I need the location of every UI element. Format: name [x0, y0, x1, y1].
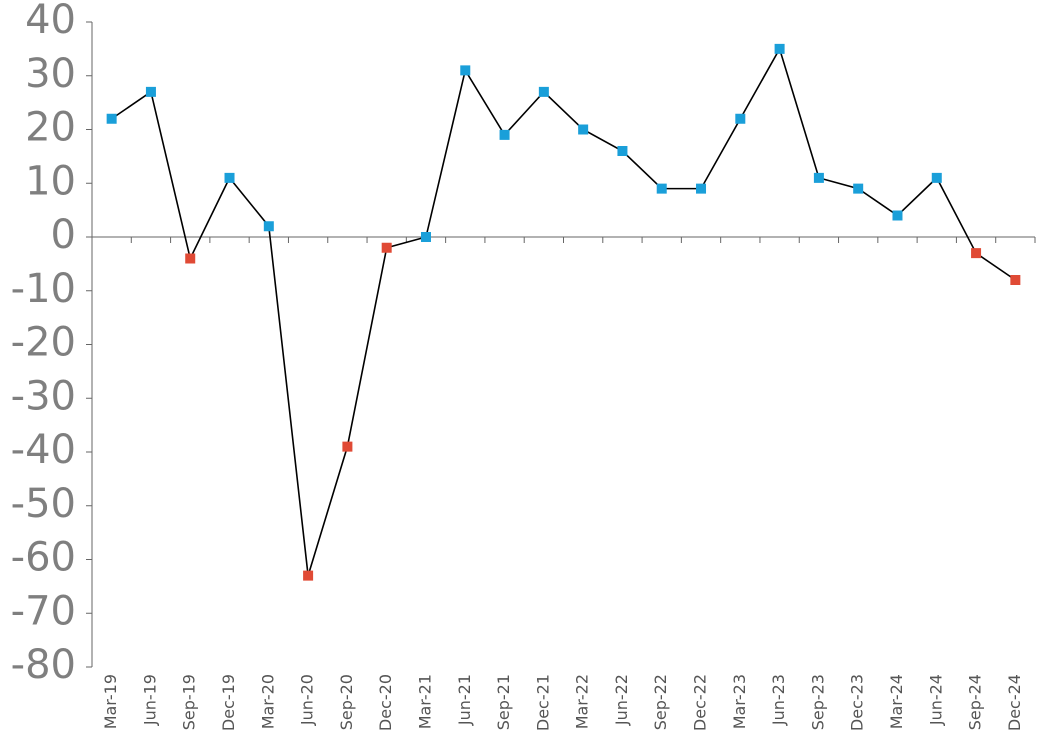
- y-tick-label: 0: [51, 212, 76, 258]
- x-tick-label: Sep-19: [180, 674, 199, 730]
- x-tick-label: Jun-22: [612, 674, 631, 726]
- x-tick-label: Jun-20: [298, 674, 317, 726]
- x-tick-label: Jun-19: [140, 674, 159, 726]
- y-tick-label: -20: [11, 320, 76, 366]
- y-tick-label: 10: [25, 158, 76, 204]
- y-tick-label: -60: [11, 535, 76, 581]
- x-tick-label: Jun-24: [926, 674, 945, 726]
- marker: [656, 183, 667, 194]
- x-tick-label: Mar-19: [101, 674, 120, 729]
- marker: [931, 172, 942, 183]
- y-tick-label: -30: [11, 373, 76, 419]
- marker: [106, 113, 117, 124]
- x-tick-label: Sep-24: [966, 674, 985, 730]
- marker: [145, 86, 156, 97]
- marker: [774, 43, 785, 54]
- x-tick-label: Dec-19: [219, 674, 238, 731]
- x-tick-label: Dec-21: [533, 674, 552, 731]
- marker: [303, 570, 314, 581]
- y-tick-label: -10: [11, 266, 76, 312]
- x-tick-label: Jun-23: [769, 674, 788, 726]
- x-tick-label: Mar-21: [415, 674, 434, 729]
- x-tick-label: Sep-22: [651, 674, 670, 730]
- y-tick-label: 20: [25, 105, 76, 151]
- x-tick-label: Dec-20: [376, 674, 395, 731]
- x-tick-label: Dec-24: [1005, 674, 1024, 731]
- marker: [185, 253, 196, 264]
- marker: [499, 129, 510, 140]
- marker: [578, 124, 589, 135]
- x-tick-label: Mar-22: [573, 674, 592, 729]
- x-tick-label: Mar-23: [730, 674, 749, 729]
- x-tick-label: Sep-23: [808, 674, 827, 730]
- marker: [224, 172, 235, 183]
- y-tick-label: -80: [11, 642, 76, 688]
- marker: [538, 86, 549, 97]
- marker: [342, 441, 353, 452]
- marker: [617, 146, 628, 156]
- x-tick-label: Sep-20: [337, 674, 356, 730]
- marker: [735, 113, 746, 124]
- x-tick-label: Mar-24: [887, 674, 906, 729]
- marker: [971, 248, 982, 259]
- x-tick-label: Dec-22: [691, 674, 710, 731]
- marker: [813, 172, 824, 183]
- y-tick-label: -50: [11, 481, 76, 527]
- marker: [696, 183, 707, 194]
- marker: [460, 65, 471, 76]
- y-tick-label: -40: [11, 427, 76, 473]
- marker: [853, 183, 864, 194]
- marker: [1010, 275, 1021, 285]
- x-tick-label: Jun-21: [455, 674, 474, 726]
- marker: [263, 221, 274, 232]
- line: [111, 46, 1016, 576]
- x-tick-label: Mar-20: [258, 674, 277, 729]
- y-tick-label: 40: [25, 0, 76, 43]
- y-tick-label: -70: [11, 588, 76, 634]
- marker: [892, 210, 903, 221]
- x-tick-label: Sep-21: [494, 674, 513, 730]
- marker: [381, 242, 392, 253]
- marker: [420, 232, 431, 242]
- x-tick-label: Dec-23: [848, 674, 867, 731]
- y-tick-label: 30: [25, 51, 76, 97]
